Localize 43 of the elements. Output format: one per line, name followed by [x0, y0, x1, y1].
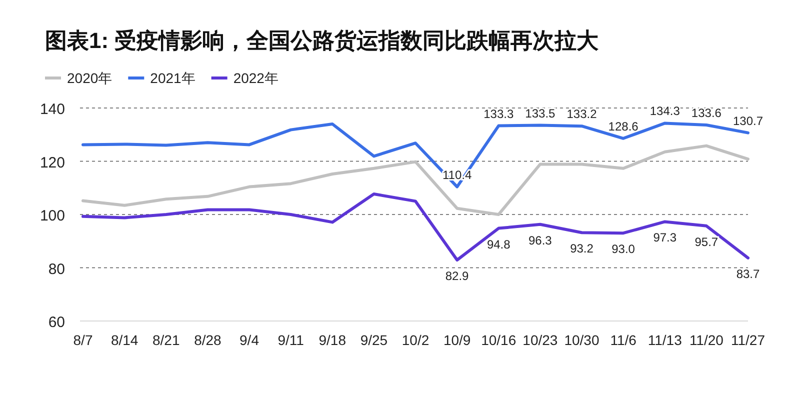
legend-label: 2020年	[67, 70, 112, 86]
line-series	[82, 192, 750, 262]
y-tick-label: 140	[40, 101, 65, 118]
data-label: 133.5	[525, 106, 556, 120]
data-label: 93.0	[612, 242, 636, 256]
x-tick-label: 11/20	[689, 332, 724, 348]
data-label: 134.3	[650, 104, 680, 118]
x-tick-label: 9/18	[318, 332, 346, 348]
x-tick-label: 11/27	[731, 332, 766, 348]
x-tick-label: 8/14	[110, 332, 138, 348]
y-tick-label: 120	[40, 154, 65, 172]
line-series	[82, 144, 750, 216]
data-label: 94.8	[486, 237, 511, 252]
data-label: 128.6	[608, 119, 639, 134]
data-label: 95.7	[694, 234, 718, 249]
data-label: 133.2	[566, 107, 598, 122]
data-label: 133.3	[484, 106, 514, 121]
data-label: 83.7	[736, 266, 760, 281]
x-tick-label: 10/9	[443, 332, 471, 348]
x-tick-label: 9/4	[240, 332, 260, 348]
x-tick-label: 8/7	[73, 332, 93, 348]
x-tick-label: 11/6	[610, 332, 637, 348]
x-tick-label: 10/23	[522, 332, 558, 348]
y-tick-label: 100	[40, 208, 65, 224]
y-tick-label: 60	[48, 314, 65, 331]
x-tick-label: 10/2	[402, 332, 430, 348]
chart-title: 图表1: 受疫情影响，全国公路货运指数同比跌幅再次拉大	[45, 28, 600, 53]
x-tick-label: 11/13	[648, 332, 682, 348]
y-tick-label: 80	[48, 260, 65, 278]
data-label: 130.7	[732, 114, 764, 128]
x-tick-label: 9/25	[360, 332, 388, 348]
data-label: 96.3	[528, 233, 552, 248]
x-tick-label: 10/30	[564, 332, 600, 348]
x-tick-label: 8/21	[152, 332, 180, 348]
x-tick-label: 8/28	[194, 332, 222, 348]
data-label: 97.3	[653, 230, 677, 245]
data-label: 82.9	[445, 269, 470, 284]
x-tick-label: 10/16	[481, 332, 516, 348]
legend-label: 2021年	[150, 70, 196, 86]
legend-label: 2022年	[233, 70, 278, 86]
data-label: 133.6	[691, 106, 722, 120]
data-label: 93.2	[570, 242, 594, 256]
x-tick-label: 9/11	[278, 332, 304, 348]
